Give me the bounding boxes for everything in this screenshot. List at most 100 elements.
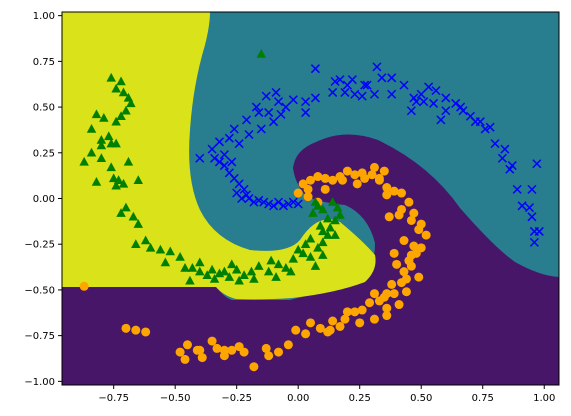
x-marker-point bbox=[281, 102, 291, 112]
x-marker-point bbox=[241, 190, 252, 200]
x-marker-point bbox=[362, 80, 372, 90]
triangle-marker-point bbox=[123, 156, 134, 166]
x-marker-point bbox=[232, 188, 242, 198]
x-marker-point bbox=[224, 133, 234, 143]
x-tick-label: 0.25 bbox=[349, 393, 371, 404]
circle-marker-point bbox=[379, 166, 389, 176]
x-marker-point bbox=[276, 109, 286, 119]
x-marker-point bbox=[360, 80, 370, 90]
y-tick-label: −1.00 bbox=[24, 377, 55, 388]
circle-marker-point bbox=[350, 307, 360, 317]
triangle-marker-point bbox=[273, 259, 284, 269]
triangle-marker-point bbox=[86, 124, 97, 133]
circle-marker-point bbox=[303, 192, 313, 202]
triangle-marker-point bbox=[310, 261, 321, 270]
x-marker-point bbox=[264, 199, 274, 209]
x-marker-point bbox=[431, 86, 441, 96]
circle-marker-point bbox=[180, 354, 190, 364]
circle-marker-point bbox=[394, 300, 404, 310]
triangle-marker-point bbox=[308, 208, 318, 217]
circle-marker-point bbox=[399, 267, 409, 277]
triangle-marker-point bbox=[91, 109, 102, 119]
triangle-marker-point bbox=[239, 270, 249, 280]
x-marker-point bbox=[330, 76, 340, 87]
x-marker-point bbox=[419, 97, 429, 107]
y-tick-label: −0.50 bbox=[24, 285, 55, 296]
circle-marker-point bbox=[350, 170, 360, 180]
triangle-marker-point bbox=[330, 215, 340, 225]
triangle-marker-point bbox=[266, 255, 276, 265]
x-marker-point bbox=[416, 89, 426, 99]
x-marker-point bbox=[436, 115, 446, 125]
triangle-marker-point bbox=[263, 266, 274, 276]
circle-marker-point bbox=[406, 261, 416, 271]
x-marker-point bbox=[500, 144, 510, 154]
x-marker-point bbox=[259, 197, 269, 207]
circle-marker-point bbox=[79, 281, 89, 291]
circle-marker-point bbox=[411, 248, 421, 258]
circle-marker-point bbox=[192, 345, 202, 355]
triangle-marker-point bbox=[91, 177, 102, 186]
y-axis: −1.00 −0.75 −0.50 −0.25 0.00 0.25 0.50 0.75 1.00 bbox=[24, 11, 62, 388]
x-marker-point bbox=[251, 102, 261, 112]
circle-marker-point bbox=[369, 314, 379, 324]
circle-marker-point bbox=[401, 287, 411, 297]
circle-marker-point bbox=[384, 212, 394, 222]
triangle-marker-point bbox=[310, 197, 321, 206]
triangle-marker-point bbox=[325, 222, 335, 232]
x-marker-point bbox=[273, 197, 284, 207]
circle-marker-point bbox=[404, 197, 414, 207]
circle-marker-point bbox=[355, 318, 365, 328]
triangle-marker-point bbox=[318, 237, 328, 247]
circle-marker-point bbox=[397, 204, 407, 214]
triangle-marker-point bbox=[185, 275, 195, 285]
triangle-marker-point bbox=[128, 211, 139, 221]
triangle-marker-point bbox=[254, 261, 264, 270]
triangle-marker-point bbox=[298, 248, 308, 258]
circle-marker-point bbox=[337, 175, 347, 185]
triangle-marker-point bbox=[86, 147, 97, 157]
region-purple bbox=[62, 134, 559, 385]
circle-marker-point bbox=[175, 347, 185, 357]
x-tick-label: 0.75 bbox=[472, 393, 494, 404]
x-marker-point bbox=[387, 89, 397, 99]
circle-marker-point bbox=[291, 325, 301, 335]
x-marker-point bbox=[428, 98, 439, 108]
triangle-marker-point bbox=[165, 246, 176, 256]
circle-marker-point bbox=[141, 327, 151, 337]
circle-marker-point bbox=[306, 175, 315, 185]
triangle-marker-point bbox=[121, 202, 131, 212]
triangle-marker-point bbox=[322, 213, 333, 223]
x-marker-point bbox=[507, 161, 517, 171]
x-marker-point bbox=[227, 157, 237, 167]
x-marker-point bbox=[207, 144, 217, 154]
triangle-marker-point bbox=[318, 250, 328, 259]
y-tick-label: 1.00 bbox=[33, 11, 55, 22]
circle-marker-point bbox=[369, 162, 379, 172]
circle-marker-point bbox=[306, 318, 315, 328]
x-marker-point bbox=[249, 197, 259, 207]
triangle-marker-point bbox=[111, 116, 121, 126]
circle-marker-point bbox=[320, 184, 330, 194]
triangle-marker-point bbox=[175, 252, 185, 261]
triangle-marker-point bbox=[99, 113, 109, 122]
circle-marker-point bbox=[401, 274, 411, 284]
circle-marker-point bbox=[335, 321, 345, 331]
triangle-marker-point bbox=[249, 273, 259, 283]
circle-marker-point bbox=[301, 329, 311, 339]
triangle-marker-point bbox=[332, 202, 343, 212]
circle-marker-point bbox=[283, 340, 293, 350]
triangle-marker-point bbox=[256, 49, 267, 58]
x-marker-point bbox=[269, 117, 279, 127]
triangle-marker-point bbox=[224, 272, 235, 281]
triangle-marker-point bbox=[187, 262, 198, 272]
triangle-marker-point bbox=[313, 242, 323, 252]
triangle-marker-point bbox=[111, 180, 121, 190]
circle-marker-point bbox=[121, 323, 131, 333]
x-marker-point bbox=[229, 124, 239, 134]
triangle-marker-point bbox=[116, 111, 126, 120]
x-marker-point bbox=[527, 212, 537, 222]
circle-marker-point bbox=[131, 325, 141, 335]
circle-marker-point bbox=[323, 327, 333, 337]
